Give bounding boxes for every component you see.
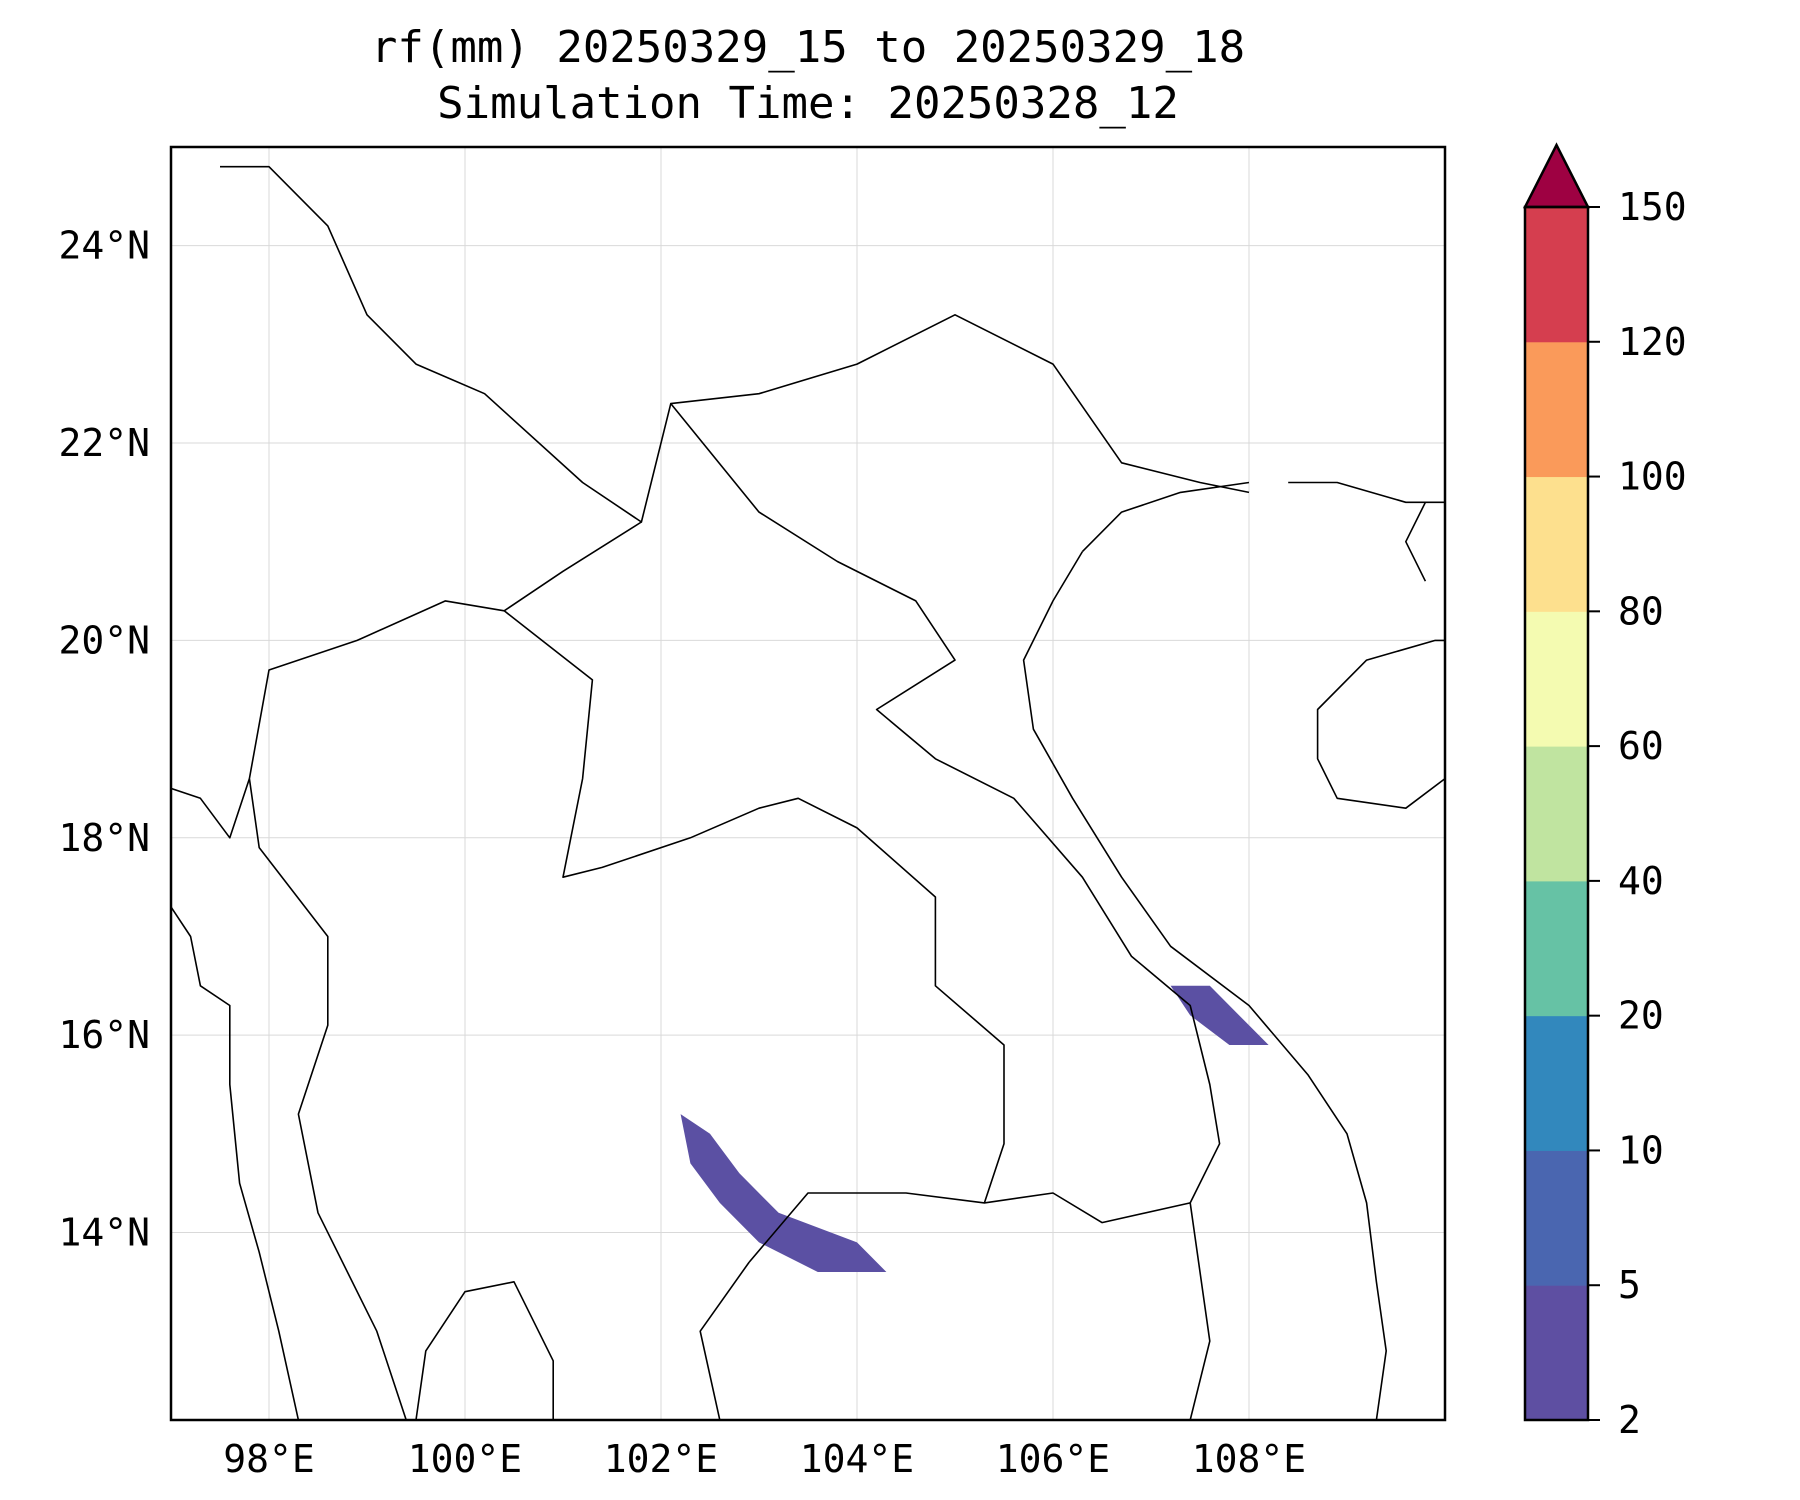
map-frame: [169, 145, 1447, 1422]
border-thailand-laos: [503, 521, 1005, 1204]
map-gridlines: [171, 147, 1445, 1420]
colorbar-tick-label: 60: [1618, 724, 1664, 768]
colorbar-tick-label: 10: [1618, 1128, 1664, 1172]
colorbar-bin: [1525, 746, 1588, 882]
colorbar-tick-label: 20: [1618, 994, 1664, 1038]
country-borders: [171, 165, 1445, 1420]
map-background: [171, 147, 1445, 1420]
lon-tick-label: 100°E: [408, 1437, 522, 1481]
lat-tick-label: 24°N: [58, 224, 150, 268]
border-leizhou: [1405, 501, 1427, 582]
lat-tick-label: 18°N: [58, 816, 150, 860]
colorbar-bin: [1525, 341, 1588, 478]
border-cambodia-thai-coast: [699, 1261, 750, 1420]
colorbar: 2 5 10 20 40 60 80 100 120 150: [1522, 142, 1687, 1442]
colorbar-tick-label: 80: [1618, 589, 1664, 633]
colorbar-extend-arrow: [1522, 142, 1591, 209]
rain-area-south-laos-cambodia-band: [680, 1114, 887, 1272]
lon-tick-label: 98°E: [223, 1437, 315, 1481]
border-china-north: [220, 165, 1250, 523]
lon-tick-label: 104°E: [800, 1437, 914, 1481]
colorbar-tick-label: 5: [1618, 1263, 1641, 1307]
lon-tick-label: 106°E: [996, 1437, 1110, 1481]
colorbar-tick-label: 120: [1618, 320, 1687, 364]
border-thailand-cambodia: [748, 1192, 1211, 1420]
lat-tick-label: 22°N: [58, 421, 150, 465]
colorbar-bin: [1525, 880, 1588, 1017]
border-vietnam-coast: [1022, 551, 1387, 1420]
rainfall-layer: [680, 985, 1269, 1272]
border-hainan: [1316, 639, 1445, 809]
border-myanmar-top: [171, 778, 251, 839]
latitude-tick-labels: 14°N 16°N 18°N 20°N 22°N 24°N: [58, 224, 150, 1255]
colorbar-outline: [1523, 205, 1590, 1422]
border-vietnam-north-coast: [1081, 481, 1250, 553]
longitude-tick-labels: 98°E 100°E 102°E 104°E 106°E 108°E: [223, 1437, 1306, 1481]
colorbar-bin: [1525, 1015, 1588, 1151]
lat-tick-label: 14°N: [58, 1211, 150, 1255]
colorbar-tick-label: 100: [1618, 455, 1687, 499]
colorbar-bin: [1525, 476, 1588, 612]
lat-tick-label: 16°N: [58, 1013, 150, 1057]
border-myanmar-west: [171, 906, 300, 1420]
title-line-2: Simulation Time: 20250328_12: [437, 78, 1179, 129]
lon-tick-label: 108°E: [1192, 1437, 1306, 1481]
colorbar-tick-label: 150: [1618, 185, 1687, 229]
title-line-1: rf(mm) 20250329_15 to 20250329_18: [371, 22, 1245, 73]
border-gulf-thailand-coast: [415, 1281, 554, 1420]
colorbar-bin: [1525, 207, 1588, 343]
rain-area-central-coast-vietnam: [1170, 985, 1269, 1045]
border-laos-vietnam: [670, 403, 1221, 1204]
colorbar-bin: [1525, 1150, 1588, 1286]
lat-tick-label: 20°N: [58, 618, 150, 662]
colorbar-bin: [1525, 1285, 1588, 1421]
colorbar-tick-label: 2: [1618, 1398, 1641, 1442]
colorbar-tick-label: 40: [1618, 859, 1664, 903]
colorbar-bin: [1525, 611, 1588, 747]
border-thailand-myanmar: [248, 600, 505, 1420]
lon-tick-label: 102°E: [604, 1437, 718, 1481]
